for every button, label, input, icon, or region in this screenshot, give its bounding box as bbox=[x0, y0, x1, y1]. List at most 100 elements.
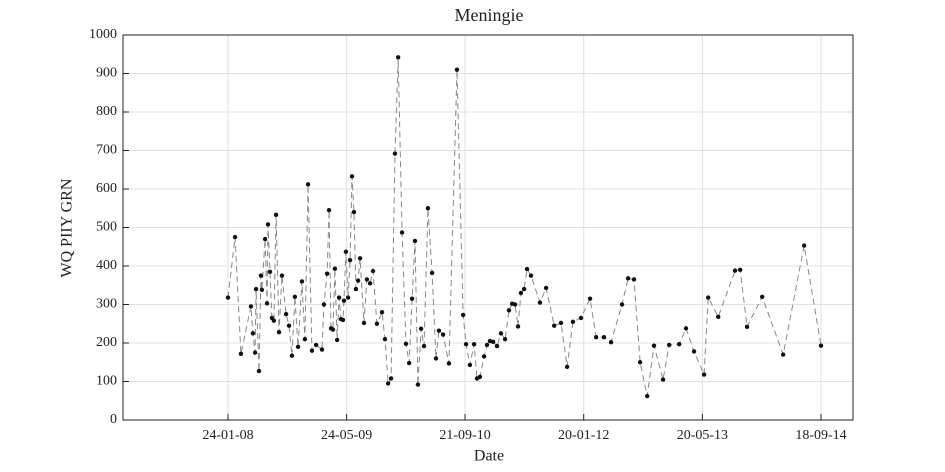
data-point bbox=[388, 376, 394, 381]
data-point bbox=[515, 324, 521, 329]
data-point bbox=[644, 393, 650, 399]
data-point bbox=[334, 337, 340, 343]
data-point bbox=[502, 336, 508, 342]
data-point bbox=[309, 348, 315, 353]
data-point bbox=[587, 296, 593, 301]
data-point bbox=[528, 273, 534, 278]
data-point bbox=[367, 281, 373, 286]
data-point bbox=[324, 271, 330, 276]
data-point bbox=[551, 323, 557, 328]
data-point bbox=[252, 350, 258, 355]
data-point bbox=[570, 319, 576, 325]
y-tick-label: 200 bbox=[96, 335, 117, 350]
data-point bbox=[490, 339, 496, 345]
data-point bbox=[258, 273, 264, 278]
data-point bbox=[321, 302, 327, 307]
data-point bbox=[267, 269, 273, 274]
data-point bbox=[330, 327, 336, 332]
data-point bbox=[264, 301, 270, 306]
y-tick-label: 800 bbox=[96, 104, 117, 119]
data-point bbox=[691, 349, 697, 354]
data-point bbox=[392, 151, 398, 156]
data-point bbox=[481, 354, 487, 359]
data-point bbox=[471, 341, 477, 347]
data-point bbox=[253, 286, 259, 292]
data-point bbox=[521, 286, 527, 292]
data-point bbox=[744, 324, 750, 330]
x-tick-label: 21-09-10 bbox=[439, 428, 490, 443]
data-point bbox=[259, 287, 265, 293]
data-point bbox=[608, 340, 614, 345]
data-point bbox=[421, 343, 427, 349]
data-point bbox=[351, 209, 357, 215]
x-tick-label: 20-01-12 bbox=[558, 428, 609, 443]
data-point bbox=[701, 372, 707, 377]
data-point bbox=[467, 362, 473, 368]
data-point bbox=[286, 323, 292, 328]
data-point bbox=[801, 243, 807, 248]
y-tick-label: 900 bbox=[96, 66, 117, 81]
data-point bbox=[732, 268, 738, 273]
data-point bbox=[537, 300, 543, 305]
data-point bbox=[593, 335, 599, 340]
y-tick-label: 600 bbox=[96, 181, 117, 196]
data-point bbox=[660, 377, 666, 382]
data-point bbox=[232, 234, 238, 240]
data-point bbox=[506, 308, 512, 313]
data-point bbox=[415, 382, 421, 387]
data-point bbox=[299, 279, 305, 284]
data-point bbox=[355, 278, 361, 283]
x-axis-label: Date bbox=[474, 448, 504, 465]
plot-frame bbox=[122, 34, 854, 421]
data-point bbox=[418, 326, 424, 331]
data-point bbox=[406, 360, 412, 366]
data-point bbox=[256, 368, 262, 374]
data-point bbox=[403, 341, 409, 346]
data-point bbox=[780, 352, 786, 357]
y-tick-label: 100 bbox=[96, 374, 117, 389]
data-point bbox=[666, 342, 672, 348]
data-point bbox=[345, 295, 351, 300]
data-point bbox=[484, 342, 490, 348]
data-point bbox=[313, 342, 319, 348]
data-point bbox=[336, 295, 342, 300]
data-point bbox=[353, 286, 359, 292]
data-point bbox=[676, 341, 682, 347]
chart-title: Meningie bbox=[455, 5, 524, 25]
data-point bbox=[292, 294, 298, 299]
data-point bbox=[463, 341, 469, 347]
data-point bbox=[279, 273, 285, 278]
data-point bbox=[295, 344, 301, 350]
data-point bbox=[238, 351, 244, 356]
data-point bbox=[716, 314, 721, 320]
data-point bbox=[494, 343, 500, 349]
data-point bbox=[446, 361, 452, 366]
data-point bbox=[273, 212, 279, 217]
data-point bbox=[364, 277, 370, 282]
data-point bbox=[818, 343, 824, 348]
data-point bbox=[524, 266, 530, 272]
data-point bbox=[625, 276, 631, 281]
data-point bbox=[738, 267, 743, 273]
data-point bbox=[382, 336, 388, 342]
y-axis-label: WQ PIIY GRN bbox=[59, 178, 76, 277]
data-point bbox=[225, 295, 231, 300]
data-point bbox=[343, 249, 349, 254]
data-point bbox=[379, 310, 385, 315]
data-point bbox=[347, 258, 353, 263]
y-tick-label: 700 bbox=[96, 143, 117, 158]
data-point bbox=[305, 182, 311, 187]
data-point bbox=[302, 336, 308, 342]
data-point bbox=[326, 207, 332, 213]
data-point bbox=[564, 364, 570, 370]
data-point bbox=[248, 304, 254, 309]
data-point bbox=[578, 315, 584, 321]
y-tick-label: 300 bbox=[96, 297, 117, 312]
data-point bbox=[631, 277, 637, 282]
x-tick-label: 24-05-09 bbox=[321, 428, 372, 443]
data-point bbox=[399, 230, 405, 235]
y-tick-label: 1000 bbox=[89, 27, 117, 42]
data-point bbox=[429, 270, 435, 276]
data-point bbox=[619, 302, 625, 307]
